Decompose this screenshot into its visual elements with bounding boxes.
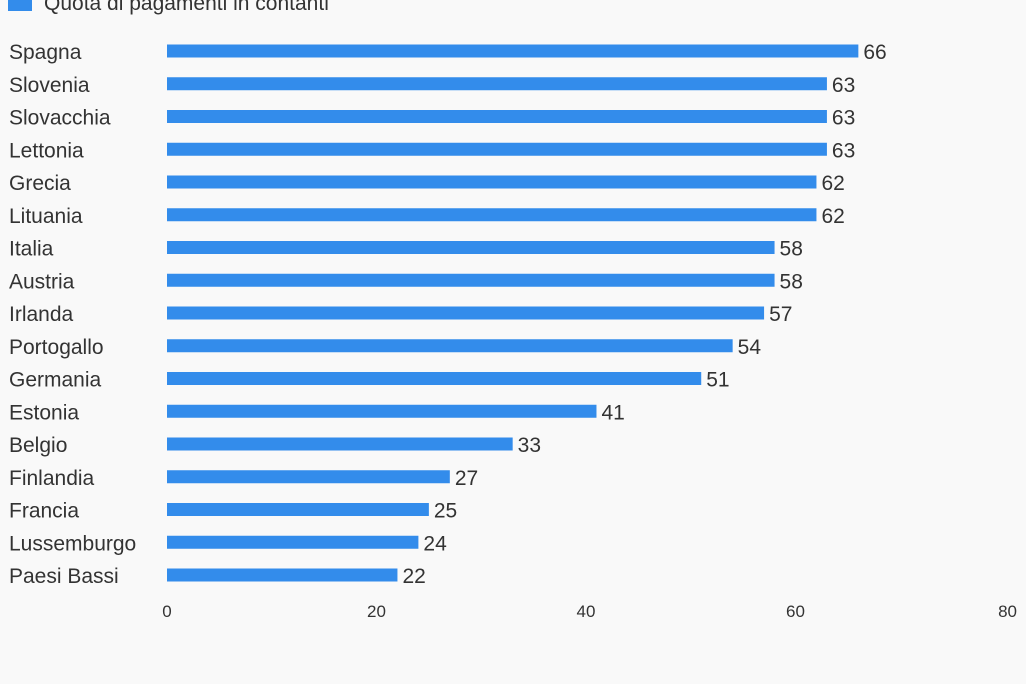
data-label: 58	[780, 270, 803, 293]
bar	[167, 339, 733, 353]
bar	[167, 175, 817, 189]
data-label: 25	[434, 500, 457, 523]
category-label: Paesi Bassi	[9, 565, 119, 588]
category-label: Italia	[9, 238, 54, 261]
bar	[167, 535, 419, 549]
bar	[167, 77, 827, 91]
category-label: Finlandia	[9, 467, 95, 490]
category-label: Irlanda	[9, 303, 74, 326]
bar	[167, 208, 817, 222]
category-label: Slovenia	[9, 74, 90, 97]
category-label: Austria	[9, 270, 75, 293]
category-label: Francia	[9, 500, 79, 523]
x-tick-label: 80	[998, 602, 1017, 621]
data-label: 24	[423, 532, 447, 555]
bar	[167, 44, 859, 58]
bar	[167, 306, 765, 320]
data-label: 27	[455, 467, 478, 490]
data-label: 22	[402, 565, 425, 588]
category-label: Spagna	[9, 41, 82, 64]
data-label: 58	[780, 238, 803, 261]
bar	[167, 568, 398, 582]
category-label: Lussemburgo	[9, 532, 136, 555]
data-label: 62	[821, 205, 844, 228]
data-label: 66	[863, 41, 886, 64]
legend-swatch	[8, 0, 32, 11]
category-label: Slovacchia	[9, 107, 111, 130]
data-label: 51	[706, 369, 729, 392]
category-label: Lettonia	[9, 139, 84, 162]
x-tick-label: 40	[577, 602, 596, 621]
x-tick-label: 20	[367, 602, 386, 621]
category-label: Estonia	[9, 401, 79, 424]
legend: Quota di pagamenti in contanti	[8, 0, 329, 16]
category-label: Lituania	[9, 205, 83, 228]
data-label: 57	[769, 303, 792, 326]
bar	[167, 372, 702, 385]
data-label: 63	[832, 107, 855, 130]
data-label: 63	[832, 139, 855, 162]
data-label: 63	[832, 74, 855, 97]
bar	[167, 273, 775, 287]
data-label: 33	[518, 434, 541, 457]
x-tick-label: 60	[786, 602, 805, 621]
x-tick-label: 0	[162, 602, 171, 621]
category-label: Germania	[9, 369, 102, 392]
category-label: Grecia	[9, 172, 71, 195]
bar	[167, 142, 827, 156]
data-label: 41	[601, 401, 624, 424]
bar	[167, 470, 450, 484]
bar	[167, 503, 429, 516]
data-label: 54	[738, 336, 762, 359]
bar	[167, 437, 513, 451]
bar	[167, 241, 775, 254]
bar	[167, 404, 597, 418]
legend-label: Quota di pagamenti in contanti	[44, 0, 329, 15]
data-label: 62	[821, 172, 844, 195]
bar	[167, 110, 827, 123]
category-label: Portogallo	[9, 336, 104, 359]
category-label: Belgio	[9, 434, 67, 457]
